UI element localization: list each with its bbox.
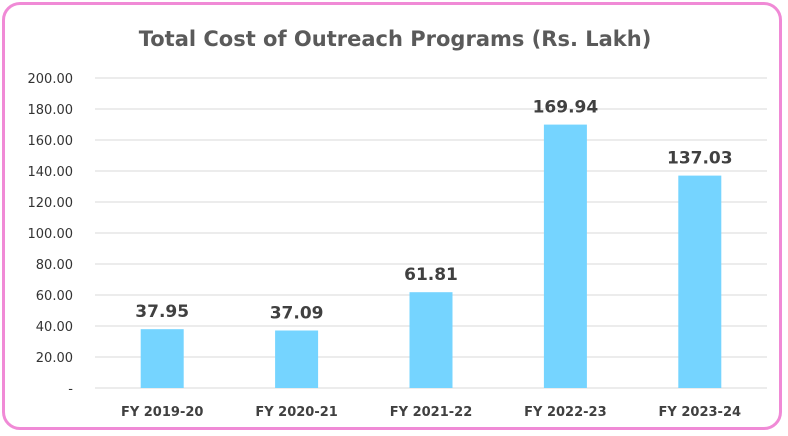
bar	[678, 175, 722, 388]
gridlines	[95, 77, 767, 389]
y-axis-ticks: - 20.00 40.00 60.00 80.00 100.00 120.00 140.00 1…	[28, 72, 74, 397]
x-tick-label: FY 2023-24	[659, 405, 742, 420]
bar	[543, 124, 587, 388]
x-tick-label: FY 2022-23	[524, 405, 607, 420]
y-tick-label: 140.00	[28, 165, 74, 180]
data-label: 61.81	[404, 265, 458, 285]
bar-chart: Total Cost of Outreach Programs (Rs. Lak…	[28, 27, 767, 420]
y-tick-label: 40.00	[36, 320, 73, 335]
x-tick-label: FY 2021-22	[390, 405, 473, 420]
y-tick-label: 160.00	[28, 134, 74, 149]
data-label: 37.09	[270, 304, 324, 324]
bar	[409, 292, 453, 388]
bars	[140, 124, 722, 388]
x-tick-label: FY 2019-20	[121, 405, 204, 420]
y-tick-label: 200.00	[28, 72, 74, 87]
y-tick-label: 120.00	[28, 196, 74, 211]
y-tick-label: 180.00	[28, 103, 74, 118]
bar	[140, 329, 184, 388]
x-axis-ticks: FY 2019-20 FY 2020-21 FY 2021-22 FY 2022-23…	[121, 405, 741, 420]
chart-title: Total Cost of Outreach Programs (Rs. Lak…	[139, 27, 652, 51]
chart-frame: Total Cost of Outreach Programs (Rs. Lak…	[2, 2, 782, 430]
x-tick-label: FY 2020-21	[255, 405, 338, 420]
y-tick-label: 80.00	[36, 258, 73, 273]
y-tick-label: 20.00	[36, 351, 73, 366]
data-labels: 37.95 37.09 61.81 169.94 137.03	[135, 98, 732, 324]
data-label: 37.95	[135, 302, 189, 322]
y-tick-label: 60.00	[36, 289, 73, 304]
bar	[275, 330, 319, 388]
data-label: 137.03	[667, 149, 733, 169]
y-tick-label: 100.00	[28, 227, 74, 242]
data-label: 169.94	[533, 98, 599, 118]
y-tick-label: -	[68, 382, 73, 397]
